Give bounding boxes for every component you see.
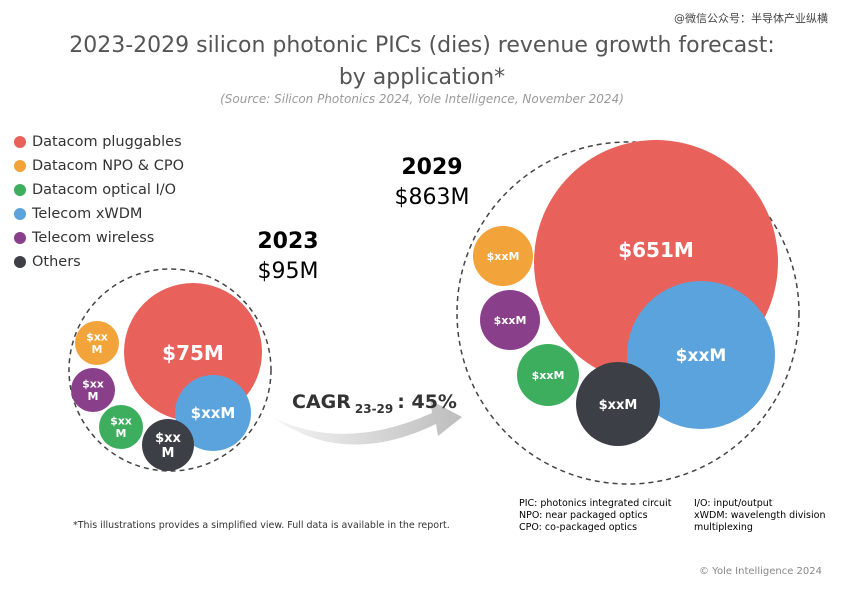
cagr-arrow xyxy=(274,400,462,445)
cagr-label: CAGR 23-29 : 45% xyxy=(292,391,457,416)
bubble-2029-telecom-xwdm xyxy=(627,281,775,429)
watermark: @微信公众号：半导体产业纵横 xyxy=(674,12,828,25)
footnote: *This illustrations provides a simplifie… xyxy=(73,520,450,531)
bubble-2029-datacom-npo-cpo xyxy=(473,226,533,286)
chart-title: 2023-2029 silicon photonic PICs (dies) r… xyxy=(0,30,844,94)
legend-item-others: Others xyxy=(14,250,184,274)
legend: Datacom pluggables Datacom NPO & CPO Dat… xyxy=(14,130,184,274)
note-left-3: CPO: co-packaged optics xyxy=(519,522,637,533)
year-label-2029: 2029 xyxy=(401,155,462,180)
bubble-label-line: M xyxy=(116,427,127,440)
legend-label: Others xyxy=(32,254,81,270)
legend-label: Datacom optical I/O xyxy=(32,182,177,198)
note-right-1: I/O: input/output xyxy=(694,498,773,509)
note-left-2: NPO: near packaged optics xyxy=(519,510,648,521)
legend-swatch xyxy=(14,136,26,148)
note-right-3: multiplexing xyxy=(694,522,753,533)
year-label-2023: 2023 xyxy=(257,229,318,254)
bubble-2029-telecom-wireless xyxy=(480,290,540,350)
bubble-label-line: M xyxy=(162,446,175,461)
bubble-label-line: M xyxy=(88,390,99,403)
legend-swatch xyxy=(14,256,26,268)
bubble-label-2029-datacom-optical-io: $xxM xyxy=(532,369,565,382)
bubble-label-line: M xyxy=(92,343,103,356)
cagr-subscript: 23-29 xyxy=(355,402,393,416)
legend-label: Datacom NPO & CPO xyxy=(32,158,185,174)
legend-item-datacom-optical-io: Datacom optical I/O xyxy=(14,178,184,202)
legend-label: Telecom xWDM xyxy=(32,206,143,222)
legend-label: Telecom wireless xyxy=(32,230,155,246)
bubble-2023-telecom-xwdm xyxy=(175,375,251,451)
bubble-2029-datacom-optical-io xyxy=(517,344,579,406)
bubble-label-2029-telecom-wireless: $xxM xyxy=(494,314,527,327)
bubble-label-2029-datacom-npo-cpo: $xxM xyxy=(487,250,520,263)
legend-item-telecom-wireless: Telecom wireless xyxy=(14,226,184,250)
legend-swatch xyxy=(14,184,26,196)
legend-item-datacom-npo-cpo: Datacom NPO & CPO xyxy=(14,154,184,178)
bubble-label-2023-others: $xx M xyxy=(155,431,181,461)
total-label-2023: $95M xyxy=(258,259,319,284)
bubble-label-2029-datacom-pluggables: $651M xyxy=(618,238,694,262)
cagr-prefix: CAGR xyxy=(292,391,351,413)
cagr-value: : 45% xyxy=(397,391,457,413)
bubble-label-2029-telecom-xwdm: $xxM xyxy=(676,346,727,366)
legend-item-datacom-pluggables: Datacom pluggables xyxy=(14,130,184,154)
bubble-label-2023-telecom-wireless: $xx M xyxy=(82,378,104,404)
bubble-label-2029-others: $xxM xyxy=(599,398,638,413)
legend-label: Datacom pluggables xyxy=(32,134,182,150)
source-note: (Source: Silicon Photonics 2024, Yole In… xyxy=(220,92,624,106)
bubble-2023-telecom-wireless xyxy=(71,368,115,412)
note-left-1: PIC: photonics integrated circuit xyxy=(519,498,672,509)
total-label-2029: $863M xyxy=(395,185,470,210)
bubble-label-line: $xx xyxy=(110,415,132,428)
group-2029-boundary xyxy=(456,141,800,485)
group-2023-boundary xyxy=(68,268,272,472)
note-right-2: xWDM: wavelength division xyxy=(694,510,825,521)
legend-swatch xyxy=(14,232,26,244)
bubble-label-2023-datacom-pluggables: $75M xyxy=(162,341,224,365)
legend-item-telecom-xwdm: Telecom xWDM xyxy=(14,202,184,226)
bubble-2029-others xyxy=(576,362,660,446)
bubble-2023-others xyxy=(142,419,194,471)
bubble-label-line: $xx xyxy=(155,431,181,446)
bubble-label-line: $xx xyxy=(86,331,108,344)
bubble-label-2023-telecom-xwdm: $xxM xyxy=(191,404,236,422)
bubble-label-line: $xx xyxy=(82,378,104,391)
title-line-1: 2023-2029 silicon photonic PICs (dies) r… xyxy=(69,33,775,58)
bubble-label-2023-datacom-npo-cpo: $xx M xyxy=(86,331,108,357)
bubble-2023-datacom-npo-cpo xyxy=(75,321,119,365)
abbreviation-notes: PIC: photonics integrated circuit NPO: n… xyxy=(519,498,825,533)
bubble-label-2023-datacom-optical-io: $xx M xyxy=(110,415,132,441)
title-line-2: by application* xyxy=(338,65,506,90)
legend-swatch xyxy=(14,208,26,220)
bubble-2023-datacom-optical-io xyxy=(99,405,143,449)
copyright: © Yole Intelligence 2024 xyxy=(699,566,822,577)
legend-swatch xyxy=(14,160,26,172)
